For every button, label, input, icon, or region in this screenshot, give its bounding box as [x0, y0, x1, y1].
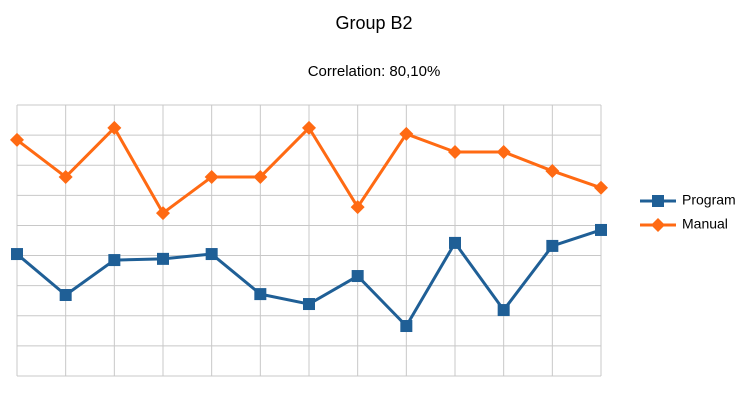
marker [58, 169, 73, 184]
marker [449, 236, 461, 249]
marker [303, 298, 315, 311]
legend-label: Program [682, 192, 736, 208]
marker [350, 200, 365, 215]
marker [651, 218, 665, 232]
marker [497, 304, 510, 317]
marker [253, 169, 268, 184]
marker [10, 132, 24, 147]
marker [204, 169, 219, 184]
chart-title: Group B2 [335, 13, 412, 33]
marker [59, 289, 72, 302]
marker [595, 223, 607, 236]
marker [546, 239, 559, 252]
marker [157, 252, 169, 265]
marker [594, 180, 608, 195]
marker [107, 120, 122, 135]
marker [302, 120, 316, 135]
marker [156, 206, 170, 221]
marker [545, 163, 560, 178]
marker [108, 254, 121, 267]
chart-subtitle: Correlation: 80,10% [308, 63, 441, 80]
marker [205, 248, 218, 261]
marker [399, 126, 414, 141]
legend-label: Manual [682, 216, 728, 232]
marker [448, 144, 462, 159]
marker [496, 144, 511, 159]
marker [652, 195, 664, 207]
marker [11, 248, 23, 261]
marker [351, 270, 364, 283]
marker [254, 288, 267, 301]
marker [400, 320, 413, 333]
